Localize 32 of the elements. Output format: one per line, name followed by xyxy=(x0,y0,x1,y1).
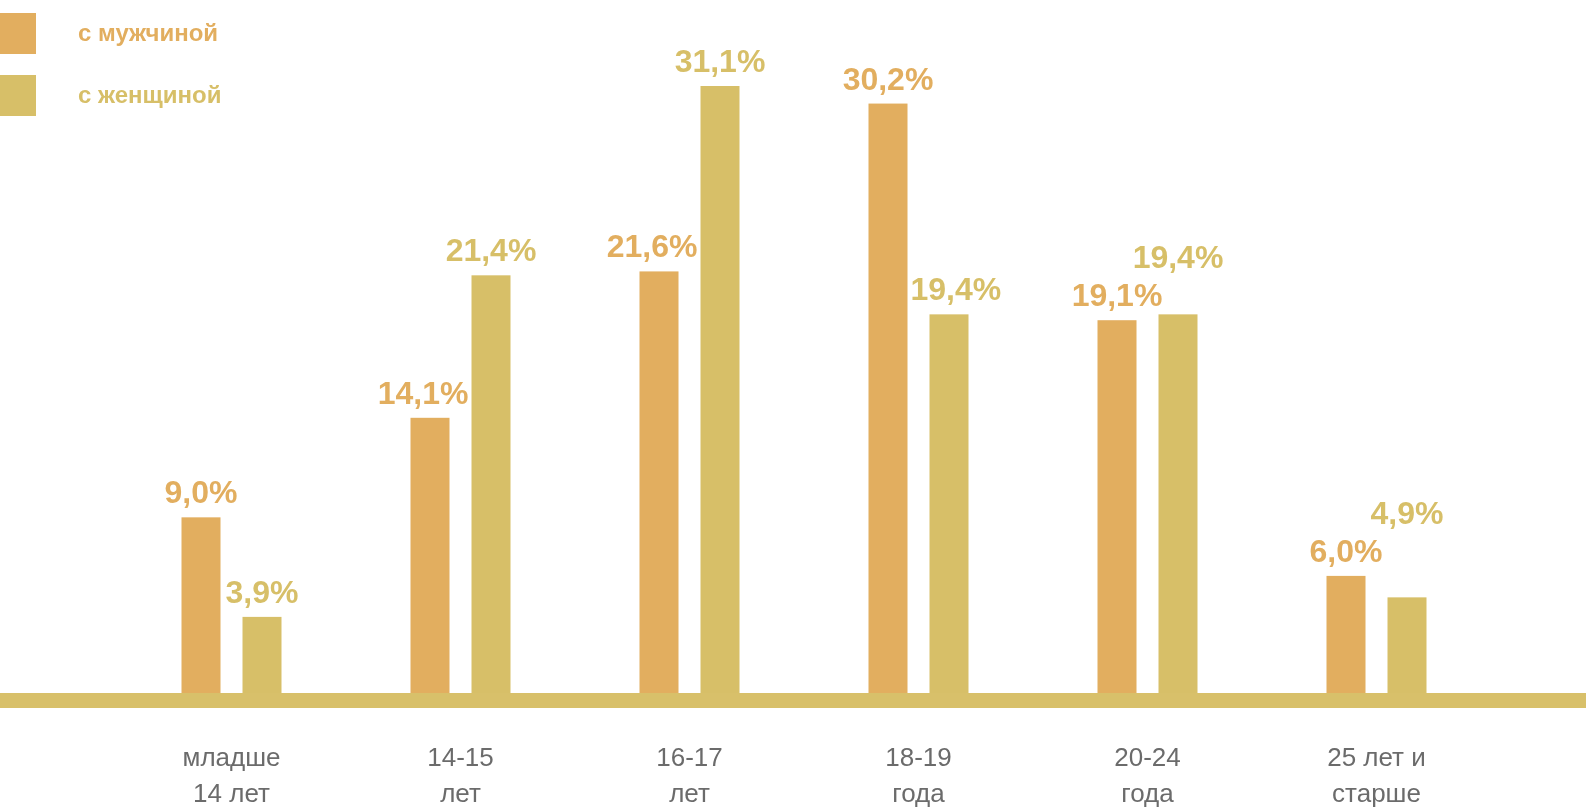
bar xyxy=(700,86,740,693)
data-label: 19,4% xyxy=(1132,239,1224,276)
data-label: 9,0% xyxy=(164,474,238,511)
x-tick-label: 16-17 лет xyxy=(656,742,723,807)
bar xyxy=(1326,575,1366,693)
data-label: 30,2% xyxy=(842,60,934,97)
x-tick-label: 14-15 лет xyxy=(427,742,494,807)
legend-label: с женщиной xyxy=(78,81,222,108)
bar xyxy=(1158,314,1198,693)
bar xyxy=(181,517,221,693)
x-tick-label: 25 лет и старше xyxy=(1327,742,1426,807)
data-label: 4,9% xyxy=(1370,494,1444,531)
bar xyxy=(1387,597,1427,693)
data-label: 21,6% xyxy=(606,228,698,265)
data-label: 3,9% xyxy=(225,573,299,610)
data-label: 21,4% xyxy=(445,232,537,269)
data-label: 31,1% xyxy=(674,43,766,79)
bar xyxy=(868,103,908,693)
data-label: 19,1% xyxy=(1071,277,1163,314)
x-tick-label: 20-24 года xyxy=(1114,742,1181,807)
bar xyxy=(929,314,969,693)
bar xyxy=(639,271,679,693)
bar xyxy=(471,275,511,693)
data-label: 19,4% xyxy=(910,271,1002,308)
x-tick-label: младше 14 лет xyxy=(182,742,281,807)
data-label: 14,1% xyxy=(377,374,469,411)
bar xyxy=(242,616,282,693)
x-tick-label: 18-19 года xyxy=(885,742,952,807)
legend-label: с мужчиной xyxy=(78,19,219,46)
bar xyxy=(410,417,450,693)
data-label: 6,0% xyxy=(1309,532,1383,569)
bar xyxy=(1097,320,1137,693)
